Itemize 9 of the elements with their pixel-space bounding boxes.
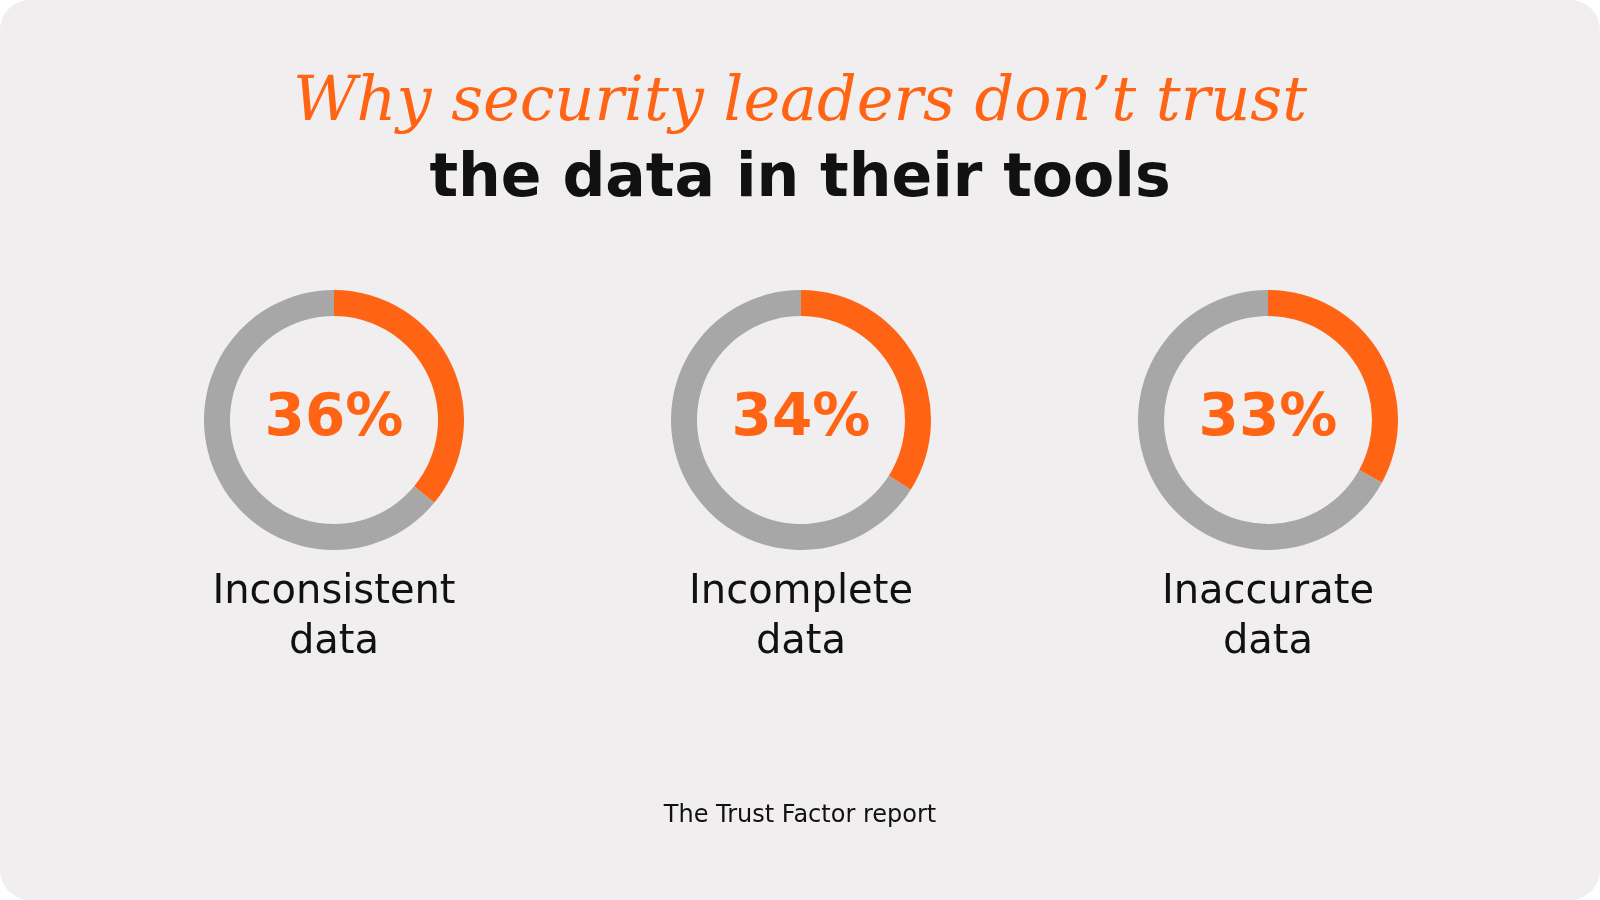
text: Why security leaders don’t trust — [291, 62, 1309, 135]
text: Inconsistent data — [211, 565, 457, 664]
text: Incomplete data — [688, 565, 914, 664]
data-label: 36% — [264, 381, 404, 450]
data-label: 33% — [1198, 381, 1338, 450]
text: Inaccurate data — [1160, 565, 1376, 664]
text: the data in their tools — [428, 140, 1172, 210]
text: The Trust Factor report — [662, 800, 938, 828]
data-label: 34% — [731, 381, 871, 450]
